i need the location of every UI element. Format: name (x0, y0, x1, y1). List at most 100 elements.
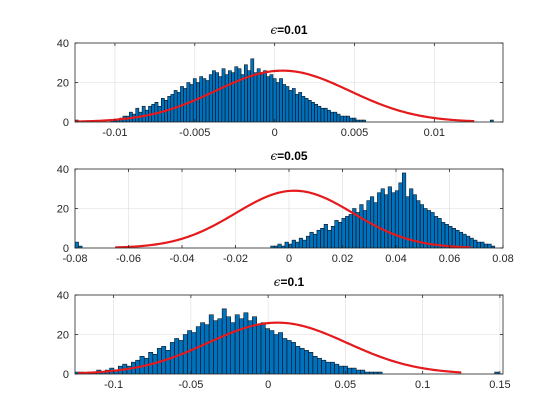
histogram-bar (295, 94, 299, 122)
histogram-bars (75, 172, 496, 248)
histogram-bar (476, 241, 481, 248)
histogram-bar (291, 342, 296, 374)
y-tick-label: 0 (63, 243, 69, 255)
histogram-bar (430, 212, 435, 248)
title-value: =0.01 (277, 23, 308, 37)
histogram-bar (302, 239, 307, 248)
histogram-bar (320, 107, 325, 122)
histogram-bar (272, 78, 277, 122)
subplot-eps-0-01: ϵ=0.01 -0.01 -0.005 0 0.005 0.01 0 20 40 (57, 23, 504, 139)
histogram-bar (308, 352, 314, 374)
x-tick-label: 0.1 (415, 379, 430, 391)
histogram-bar (202, 78, 207, 122)
histogram-bar (212, 70, 216, 122)
histogram-bar (338, 222, 343, 248)
histogram-bar (141, 105, 146, 122)
histogram-bar (384, 194, 389, 248)
histogram-bar (250, 58, 255, 122)
histogram-bar (221, 308, 227, 374)
histogram-bar (260, 74, 264, 122)
title-value: =0.1 (281, 275, 305, 289)
histogram-bar (217, 318, 223, 374)
subplot-title: ϵ=0.05 (270, 149, 307, 163)
histogram-bar (366, 200, 371, 248)
histogram-bar (346, 115, 350, 122)
histogram-bar (205, 80, 210, 122)
histogram-bar (221, 68, 226, 122)
histogram-bar (234, 314, 240, 374)
histogram-bar (299, 348, 305, 374)
histogram-bar (377, 192, 382, 248)
x-tick-label: 0.08 (492, 253, 513, 265)
histogram-bar (426, 210, 432, 248)
histogram-bar (314, 103, 318, 122)
histogram-bar (291, 88, 296, 122)
histogram-bar (301, 96, 306, 122)
epsilon-symbol: ϵ (270, 23, 277, 37)
histogram-bar (231, 72, 235, 122)
histogram-bar (200, 322, 206, 374)
histogram-bar (204, 324, 210, 374)
histogram-bar (313, 233, 318, 248)
x-tick-label: 0.02 (332, 253, 353, 265)
x-tick-label: 0.01 (424, 127, 445, 139)
histogram-bar (195, 326, 201, 374)
histogram-bar (304, 98, 309, 122)
histogram-bar (157, 105, 162, 122)
histogram-bar (304, 350, 309, 374)
x-tick-label: -0.02 (223, 253, 248, 265)
histogram-bar (256, 324, 262, 374)
histogram-bar (178, 340, 184, 374)
histogram-bar (224, 74, 229, 122)
subplot-title: ϵ=0.01 (270, 23, 307, 37)
histogram-bar (256, 68, 261, 122)
histogram-bar (455, 229, 460, 248)
histogram-bar (362, 119, 366, 122)
histogram-bar (253, 72, 258, 122)
histogram-bar (391, 192, 396, 248)
x-tick-label: -0.06 (116, 253, 141, 265)
histogram-bar (347, 367, 353, 374)
histogram-bar (360, 369, 366, 374)
histogram-bar (336, 113, 341, 122)
histogram-bar (208, 314, 214, 374)
histogram-bar (487, 243, 492, 248)
histogram-bar (330, 361, 335, 374)
x-tick-label: 0 (272, 127, 278, 139)
histogram-bar (480, 241, 485, 248)
x-tick-label: 0.05 (335, 379, 356, 391)
histogram-bar (269, 330, 275, 374)
histogram-bar (295, 241, 300, 248)
x-tick-label: -0.05 (178, 379, 203, 391)
histogram-bar (387, 186, 392, 248)
histogram-bar (317, 357, 322, 374)
histogram-bar (189, 84, 194, 122)
histogram-bar (345, 216, 350, 248)
y-tick-label: 0 (63, 369, 69, 381)
histogram-bar (327, 109, 331, 122)
histogram-bar (277, 243, 282, 248)
histogram-bar (334, 363, 340, 374)
histogram-bar (282, 338, 288, 374)
histogram-bar (237, 68, 242, 122)
histogram-bar (473, 239, 478, 248)
histogram-bar (239, 318, 244, 374)
title-value: =0.05 (277, 149, 308, 163)
histogram-bar (199, 76, 204, 122)
histogram-bar (320, 228, 325, 248)
histogram-bar (288, 90, 293, 122)
histogram-bar (333, 111, 338, 122)
epsilon-symbol: ϵ (270, 149, 277, 163)
histogram-bar (327, 229, 332, 248)
histogram-bar (243, 312, 249, 374)
histogram-bar (309, 231, 314, 248)
histogram-bar (330, 111, 334, 122)
histogram-bar (339, 115, 344, 122)
x-tick-label: -0.01 (102, 127, 127, 139)
histogram-bar (279, 78, 283, 122)
histogram-bar (434, 216, 439, 248)
subplot-eps-0-1: ϵ=0.1 -0.1 -0.05 0 0.05 0.1 0.15 0 20 40 (57, 275, 511, 391)
x-tick-label: 0 (265, 379, 271, 391)
histogram-bar (285, 86, 290, 122)
histogram-bar (284, 241, 289, 248)
